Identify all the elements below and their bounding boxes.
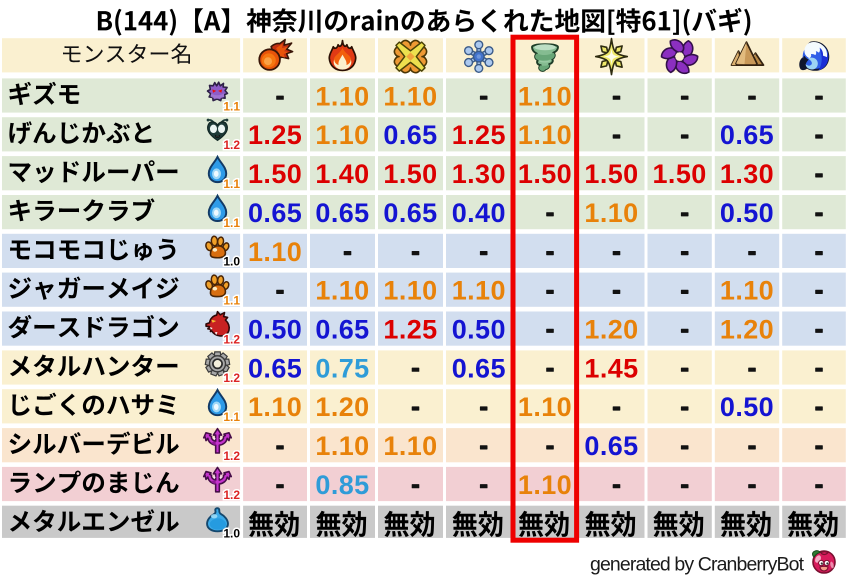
- svg-text:generated by CranberryBot: generated by CranberryBot: [590, 554, 805, 576]
- svg-text:1.10: 1.10: [248, 392, 302, 422]
- svg-text:0.65: 0.65: [383, 198, 437, 228]
- svg-text:1.10: 1.10: [720, 276, 774, 306]
- svg-text:1.1: 1.1: [223, 294, 240, 308]
- svg-text:1.2: 1.2: [223, 488, 240, 502]
- svg-text:1.10: 1.10: [315, 81, 369, 111]
- svg-text:1.10: 1.10: [383, 431, 437, 461]
- svg-text:1.0: 1.0: [223, 255, 240, 269]
- svg-text:0.75: 0.75: [315, 353, 369, 383]
- svg-text:1.1: 1.1: [223, 216, 240, 230]
- svg-text:1.20: 1.20: [584, 315, 638, 345]
- svg-text:1.10: 1.10: [248, 237, 302, 267]
- svg-text:1.50: 1.50: [383, 159, 437, 189]
- svg-text:1.10: 1.10: [518, 470, 572, 500]
- svg-text:1.1: 1.1: [223, 99, 240, 113]
- svg-text:1.25: 1.25: [452, 120, 506, 150]
- svg-text:1.2: 1.2: [223, 449, 240, 463]
- svg-text:1.25: 1.25: [248, 120, 302, 150]
- svg-text:1.1: 1.1: [223, 410, 240, 424]
- svg-text:1.1: 1.1: [223, 177, 240, 191]
- svg-text:0.65: 0.65: [248, 353, 302, 383]
- svg-text:0.65: 0.65: [383, 120, 437, 150]
- svg-text:1.50: 1.50: [248, 159, 302, 189]
- svg-text:1.2: 1.2: [223, 371, 240, 385]
- svg-text:1.0: 1.0: [223, 527, 240, 541]
- svg-text:0.50: 0.50: [248, 315, 302, 345]
- svg-text:0.40: 0.40: [452, 198, 506, 228]
- svg-text:0.65: 0.65: [315, 198, 369, 228]
- svg-text:0.50: 0.50: [720, 198, 774, 228]
- svg-text:1.40: 1.40: [315, 159, 369, 189]
- svg-text:0.85: 0.85: [315, 470, 369, 500]
- svg-text:1.10: 1.10: [383, 81, 437, 111]
- svg-text:1.45: 1.45: [584, 353, 638, 383]
- svg-text:1.10: 1.10: [518, 392, 572, 422]
- svg-text:1.10: 1.10: [315, 276, 369, 306]
- svg-text:1.10: 1.10: [315, 431, 369, 461]
- svg-text:1.50: 1.50: [653, 159, 707, 189]
- svg-text:1.20: 1.20: [315, 392, 369, 422]
- svg-text:1.30: 1.30: [452, 159, 506, 189]
- svg-text:1.2: 1.2: [223, 332, 240, 346]
- svg-text:1.25: 1.25: [383, 315, 437, 345]
- svg-text:0.50: 0.50: [720, 392, 774, 422]
- svg-text:1.10: 1.10: [584, 198, 638, 228]
- svg-text:0.65: 0.65: [452, 353, 506, 383]
- svg-text:1.10: 1.10: [518, 81, 572, 111]
- svg-text:0.65: 0.65: [315, 315, 369, 345]
- svg-text:1.10: 1.10: [452, 276, 506, 306]
- svg-text:1.2: 1.2: [223, 138, 240, 152]
- svg-text:0.65: 0.65: [248, 198, 302, 228]
- svg-text:1.20: 1.20: [720, 315, 774, 345]
- svg-text:0.65: 0.65: [720, 120, 774, 150]
- svg-text:0.50: 0.50: [452, 315, 506, 345]
- svg-text:1.10: 1.10: [518, 120, 572, 150]
- svg-text:1.50: 1.50: [518, 159, 572, 189]
- svg-text:1.50: 1.50: [584, 159, 638, 189]
- svg-text:0.65: 0.65: [584, 431, 638, 461]
- svg-text:1.30: 1.30: [720, 159, 774, 189]
- svg-text:1.10: 1.10: [315, 120, 369, 150]
- svg-text:1.10: 1.10: [383, 276, 437, 306]
